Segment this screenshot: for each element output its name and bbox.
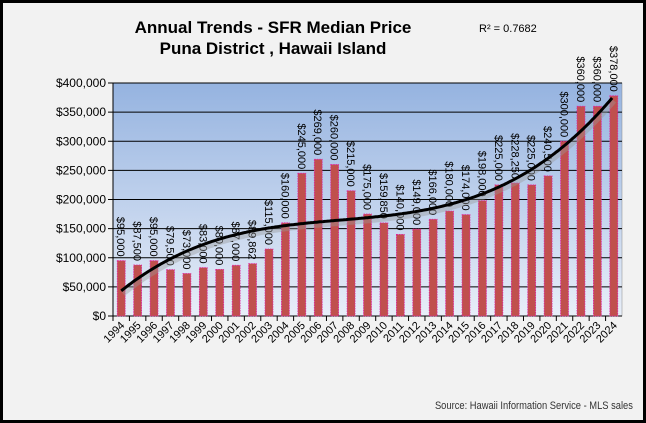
data-label: $228,250 bbox=[508, 133, 520, 179]
bar bbox=[395, 234, 405, 317]
data-label: $269,000 bbox=[311, 109, 323, 155]
bar bbox=[527, 184, 537, 317]
bar bbox=[593, 105, 602, 317]
y-tick-label: $0 bbox=[93, 309, 107, 323]
bar bbox=[149, 260, 159, 317]
data-label: $160,000 bbox=[278, 173, 290, 219]
data-label: $140,000 bbox=[393, 185, 405, 231]
data-label: $159,850 bbox=[377, 173, 389, 219]
data-label: $360,000 bbox=[574, 56, 586, 102]
bar bbox=[461, 214, 471, 317]
bar bbox=[412, 228, 422, 317]
bar bbox=[510, 182, 520, 317]
trendline bbox=[120, 96, 614, 292]
data-label: $245,000 bbox=[295, 123, 307, 169]
bar bbox=[182, 273, 192, 317]
data-label: $300,000 bbox=[558, 91, 570, 137]
data-label: $87,000 bbox=[229, 222, 241, 262]
bar bbox=[576, 105, 586, 317]
bar bbox=[379, 222, 389, 317]
chart-title-line-2: Puna District , Hawaii Island bbox=[159, 39, 387, 58]
data-label: $87,500 bbox=[131, 221, 143, 261]
chart-svg: $0 $50,000 $100,000 $150,000 $200,000 $250,00… bbox=[56, 46, 623, 345]
bar bbox=[609, 95, 619, 317]
data-label: $378,000 bbox=[607, 46, 619, 92]
bar bbox=[215, 268, 225, 317]
bar bbox=[166, 269, 175, 317]
bar bbox=[363, 213, 372, 317]
y-tick-label: $250,000 bbox=[56, 163, 106, 177]
chart-title-line-1: Annual Trends - SFR Median Price bbox=[134, 18, 412, 37]
data-label: $180,000 bbox=[443, 161, 455, 207]
bar bbox=[313, 158, 323, 317]
y-tick-label: $400,000 bbox=[56, 76, 106, 90]
bar bbox=[297, 172, 307, 317]
y-tick-label: $150,000 bbox=[56, 222, 106, 236]
data-label: $73,000 bbox=[180, 230, 192, 270]
bar bbox=[231, 264, 241, 317]
data-label: $215,000 bbox=[344, 141, 356, 187]
r-squared-annotation: R² = 0.7682 bbox=[479, 23, 537, 35]
data-label: $80,000 bbox=[213, 226, 225, 266]
bar bbox=[560, 140, 569, 317]
y-tick-label: $350,000 bbox=[56, 105, 106, 119]
bar bbox=[494, 184, 504, 317]
data-label: $166,000 bbox=[426, 169, 438, 215]
data-label: $175,000 bbox=[361, 164, 373, 210]
bar bbox=[428, 218, 438, 317]
y-tick-label: $50,000 bbox=[63, 280, 107, 294]
bar bbox=[281, 222, 290, 317]
bar bbox=[248, 263, 257, 317]
data-label: $149,000 bbox=[410, 179, 422, 225]
data-label: $95,000 bbox=[147, 217, 159, 257]
data-label: $198,000 bbox=[475, 151, 487, 197]
bar bbox=[478, 200, 487, 317]
data-label: $260,000 bbox=[328, 115, 340, 161]
data-label: $89,862 bbox=[246, 220, 258, 260]
bar bbox=[445, 210, 454, 317]
chart-title: Annual Trends - SFR Median Price Puna Di… bbox=[103, 17, 443, 59]
data-label: $79,500 bbox=[163, 226, 175, 266]
data-label: $360,000 bbox=[590, 56, 602, 102]
y-tick-label: $100,000 bbox=[56, 251, 106, 265]
source-note: Source: Hawaii Information Service - MLS… bbox=[435, 400, 633, 412]
y-tick-label: $300,000 bbox=[56, 134, 106, 148]
bar bbox=[198, 267, 208, 317]
bar bbox=[346, 190, 356, 317]
data-label: $95,000 bbox=[114, 217, 126, 257]
trendline-shadow bbox=[121, 99, 617, 296]
bar bbox=[133, 264, 142, 317]
data-label: $115,000 bbox=[262, 200, 274, 245]
data-label: $225,000 bbox=[492, 135, 504, 181]
bar bbox=[264, 248, 274, 317]
bar bbox=[330, 164, 340, 317]
bar bbox=[543, 175, 553, 317]
y-tick-label: $200,000 bbox=[56, 193, 106, 207]
